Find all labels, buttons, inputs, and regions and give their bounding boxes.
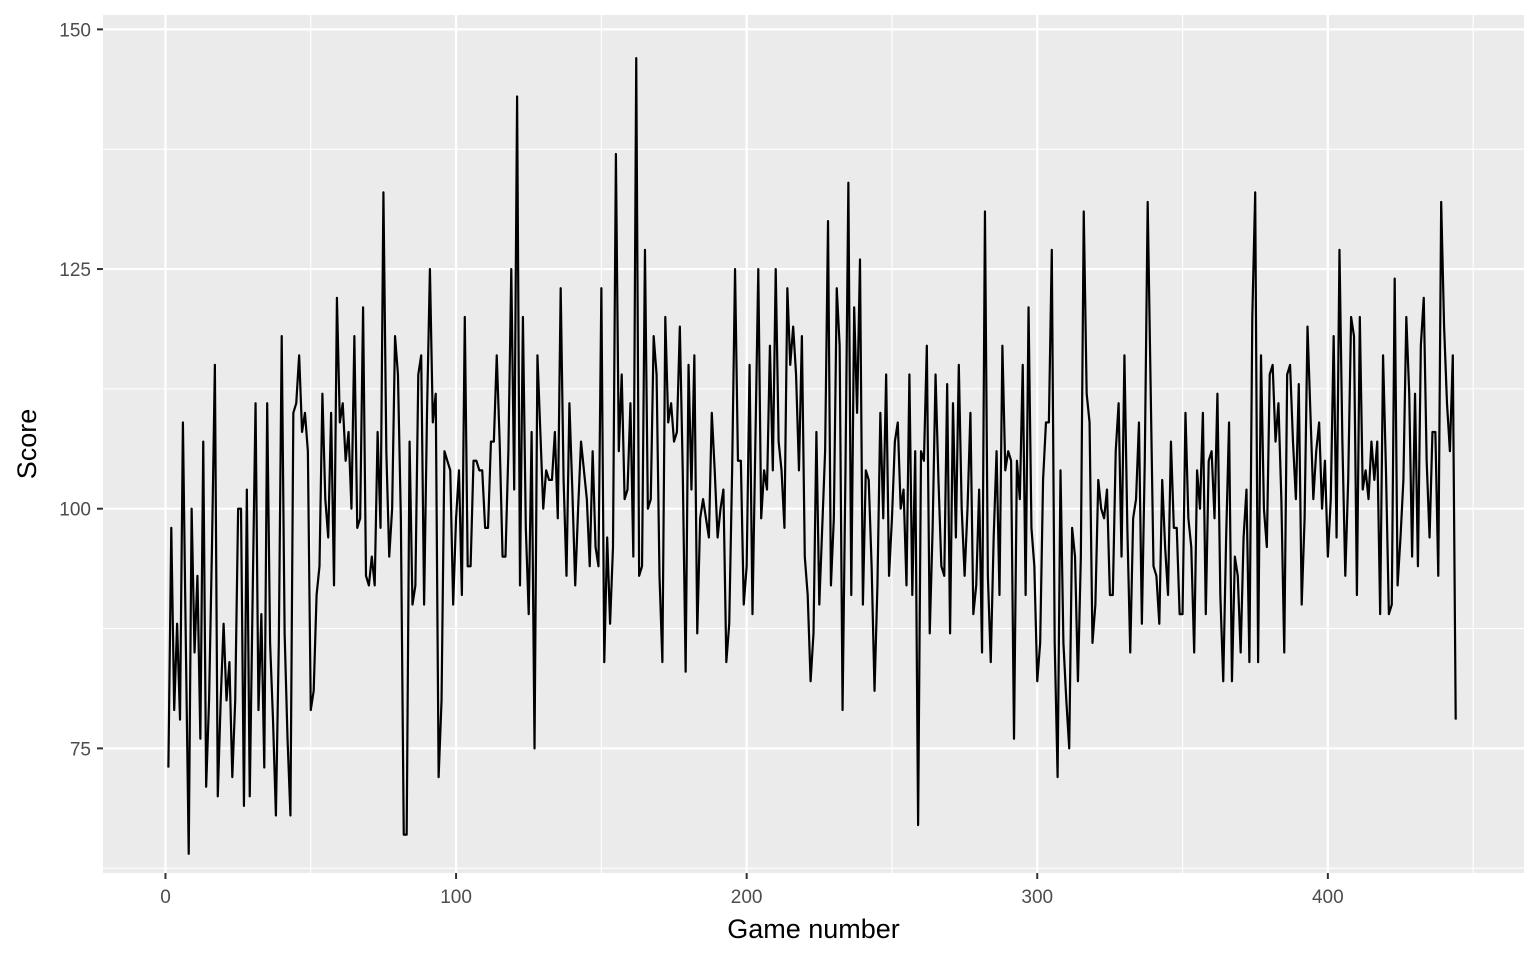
y-tick-label: 75 <box>70 739 91 760</box>
y-axis-title: Score <box>12 409 42 480</box>
x-tick-label: 400 <box>1312 887 1344 908</box>
y-tick-label: 125 <box>59 260 91 281</box>
x-tick-label: 300 <box>1021 887 1053 908</box>
x-axis-title: Game number <box>727 914 900 944</box>
series-line-0 <box>167 57 1457 855</box>
x-tick-label: 100 <box>440 887 472 908</box>
x-axis: 0 100 200 300 400 <box>160 873 1344 908</box>
y-tick-label: 100 <box>59 500 91 521</box>
y-axis: 75 100 125 150 <box>59 20 103 760</box>
x-tick-label: 200 <box>731 887 763 908</box>
series-layer <box>167 57 1457 855</box>
y-tick-label: 150 <box>59 20 91 41</box>
major-gridlines <box>103 15 1524 873</box>
x-tick-label: 0 <box>160 887 171 908</box>
